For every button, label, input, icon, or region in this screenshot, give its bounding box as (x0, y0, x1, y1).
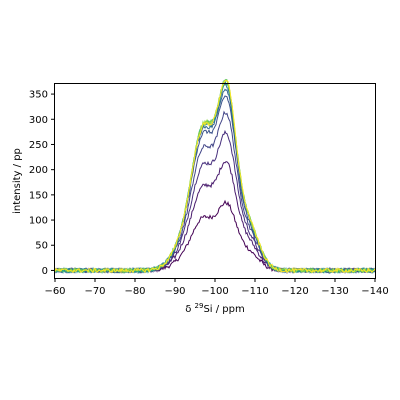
y-tick-label: 350 (29, 90, 48, 101)
x-tick-label: −60 (44, 286, 65, 297)
x-tick-label: −140 (361, 286, 388, 297)
x-tick-label: −120 (281, 286, 308, 297)
y-tick-label: 300 (29, 115, 48, 126)
y-tick-label: 200 (29, 165, 48, 176)
y-tick-label: 0 (42, 266, 48, 277)
y-tick-label: 250 (29, 140, 48, 151)
y-axis-label: intensity / pp (12, 148, 23, 214)
y-axis-ticks: 0 50 100 150 200 250 300 350 (29, 90, 55, 277)
plot-lines (54, 78, 376, 275)
x-tick-label: −110 (241, 286, 268, 297)
y-tick-label: 150 (29, 190, 48, 201)
x-axis-ticks: −60 −70 −80 −90 −100 −110 −120 −130 −140 (44, 278, 389, 297)
x-tick-label: −90 (164, 286, 185, 297)
x-tick-label: −80 (124, 286, 145, 297)
x-axis-label: δ 29Si / ppm (185, 302, 245, 315)
y-tick-label: 50 (35, 241, 48, 252)
y-tick-label: 100 (29, 216, 48, 227)
x-tick-label: −100 (201, 286, 228, 297)
x-tick-label: −130 (321, 286, 348, 297)
x-tick-label: −70 (84, 286, 105, 297)
series-line (54, 79, 376, 275)
